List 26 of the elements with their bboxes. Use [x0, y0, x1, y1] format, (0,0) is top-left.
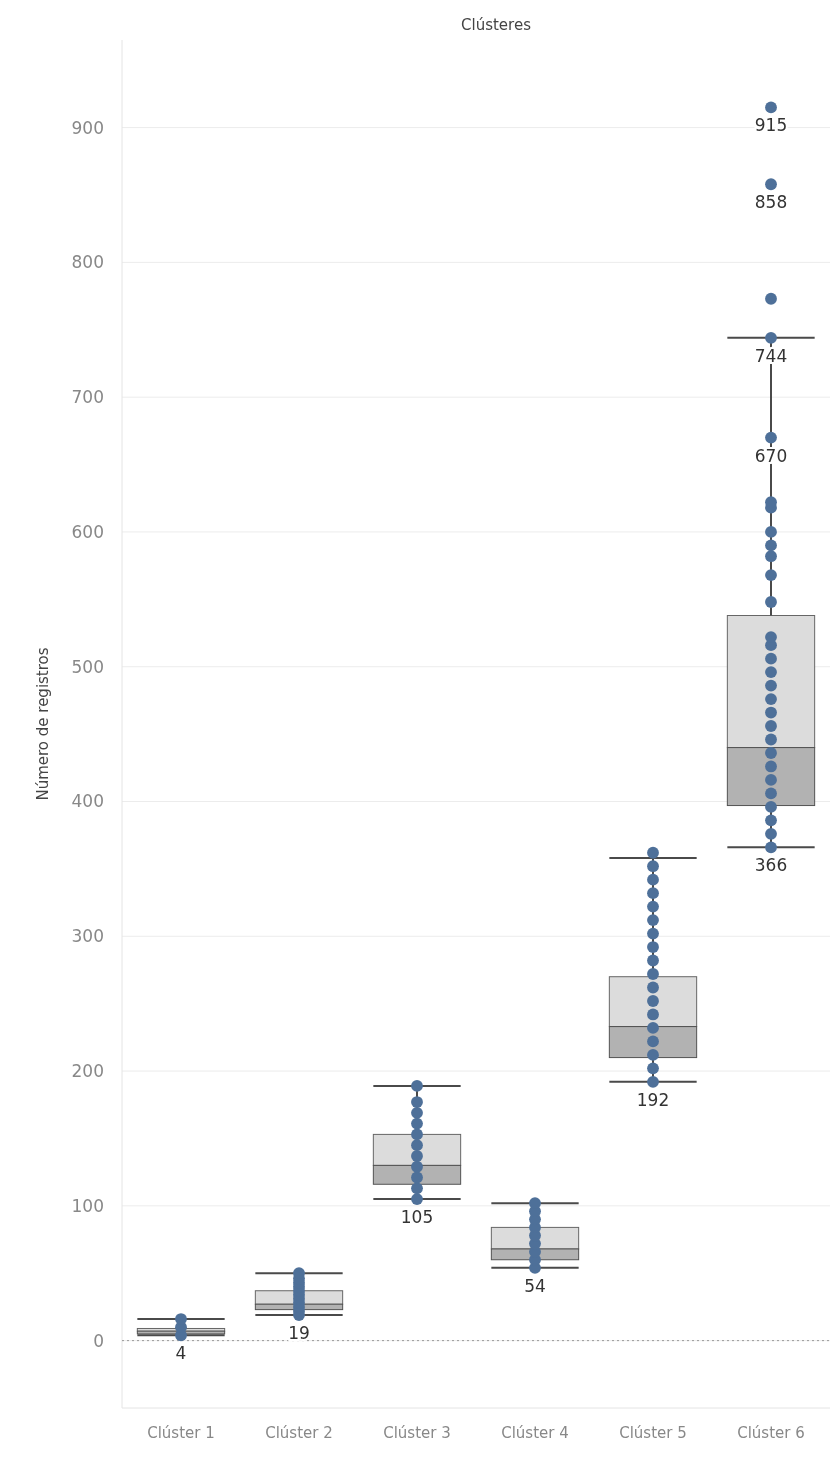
y-tick-label: 600 [71, 521, 104, 542]
annotation: 105 [400, 1207, 434, 1228]
y-axis-title: Número de registros [34, 647, 52, 801]
annotation: 366 [754, 855, 788, 876]
y-tick-label: 400 [71, 791, 104, 812]
annotation: 858 [754, 192, 788, 213]
y-tick-label: 100 [71, 1195, 104, 1216]
y-tick-label: 700 [71, 387, 104, 408]
x-tick-label: Clúster 5 [619, 1424, 687, 1442]
y-tick-label: 500 [71, 656, 104, 677]
y-tick-label: 300 [71, 926, 104, 947]
chart-title: Clústeres [461, 16, 532, 34]
annotation: 915 [754, 115, 788, 136]
x-tick-label: Clúster 4 [501, 1424, 569, 1442]
x-tick-label: Clúster 1 [147, 1424, 215, 1442]
annotation: 54 [524, 1275, 546, 1296]
x-tick-label: Clúster 6 [737, 1424, 805, 1442]
y-tick-label: 0 [93, 1330, 104, 1351]
x-tick-label: Clúster 2 [265, 1424, 333, 1442]
y-tick-label: 800 [71, 252, 104, 273]
y-tick-label: 200 [71, 1061, 104, 1081]
annotation: 4 [175, 1343, 187, 1364]
annotation: 19 [288, 1323, 310, 1343]
x-tick-label: Clúster 3 [383, 1424, 451, 1442]
y-tick-label: 900 [71, 117, 104, 138]
annotation: 192 [636, 1089, 670, 1110]
